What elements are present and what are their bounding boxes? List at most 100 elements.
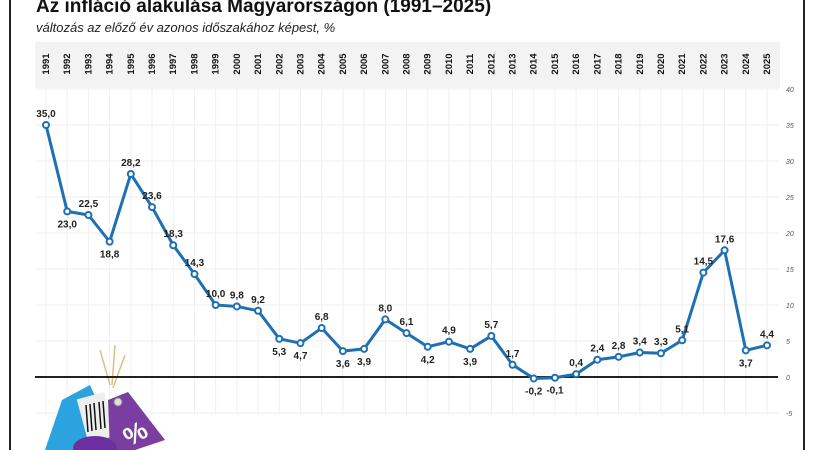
data-point [635,348,644,357]
data-point [381,315,390,324]
data-label: 17,6 [715,234,735,245]
price-tags-icon: % [45,344,165,450]
data-labels: 35,0 23,022,5 18,8 28,2 23,6 18,3 14,3 10,0 9,8 9… [36,109,774,397]
data-point [508,360,517,369]
x-tick-label: 2010 [444,53,455,74]
x-tick-label: 1991 [41,53,52,75]
data-label: 14,3 [185,258,205,269]
x-tick-label: 2014 [529,53,540,75]
data-point [63,207,72,216]
data-point [169,241,178,250]
data-point [126,169,135,178]
data-label: 3,4 [633,337,647,348]
data-point [720,246,729,255]
x-tick-label: 2008 [402,53,413,74]
data-point [678,336,687,345]
x-tick-label: 2019 [635,53,646,74]
data-label: -0,2 [525,386,543,397]
data-label: 4,2 [421,355,435,366]
x-tick-label: 2024 [741,53,752,75]
data-point [614,352,623,361]
x-tick-label: 1996 [147,53,158,74]
data-label: 2,4 [590,344,604,355]
data-label: 22,5 [79,199,99,210]
x-tick-label: 1993 [83,53,94,74]
x-tick-label: 2023 [720,53,731,74]
data-point [572,370,581,379]
x-axis-band [35,42,780,88]
data-label: 3,6 [336,359,350,370]
data-point [232,302,241,311]
y-tick-label: 5 [786,339,790,346]
data-label: 0,4 [569,358,583,369]
x-tick-label: 2022 [698,53,709,74]
data-label: 6,8 [315,312,329,323]
data-point [741,346,750,355]
x-tick-label: 1994 [105,53,116,75]
frame-left [9,0,11,450]
data-label: 4,4 [760,329,774,340]
data-point [487,331,496,340]
y-tick-label: 15 [786,267,794,274]
data-label: 1,7 [506,349,520,360]
data-label: 6,1 [400,317,414,328]
data-point [466,344,475,353]
data-label: 4,9 [442,326,456,337]
data-point [254,306,263,315]
data-point [360,344,369,353]
y-tick-label: 0 [786,375,790,382]
data-point [402,329,411,338]
data-points [42,121,771,383]
data-point [84,211,93,219]
x-tick-label: 2020 [656,53,667,74]
x-tick-label: 2000 [232,53,243,74]
chart-title: Az infláció alakulása Magyarországon (19… [36,0,492,17]
data-label: 5,7 [484,320,498,331]
data-label: 4,7 [294,351,308,362]
data-point [42,121,50,129]
data-label: 35,0 [36,109,56,120]
x-tick-label: 2004 [317,53,328,75]
data-point [275,334,284,343]
y-tick-label: 35 [786,123,794,130]
x-tick-label: 1995 [126,53,137,75]
data-label: 9,8 [230,290,244,301]
data-point [529,374,538,383]
y-tick-label: 10 [786,303,794,310]
data-point [190,270,199,279]
x-tick-label: 1992 [62,53,73,74]
data-point [763,341,771,350]
data-point [105,237,114,246]
data-label: 18,3 [164,229,184,240]
x-tick-label: 2016 [571,53,582,74]
x-tick-label: 2002 [274,53,285,74]
x-tick-label: 2015 [550,53,561,75]
data-label: 3,9 [463,357,477,368]
data-label: 8,0 [378,303,392,314]
chart-subtitle: változás az előző év azonos időszakához … [36,20,336,35]
data-label: 9,2 [251,295,265,306]
x-tick-labels: 1991 1992 1993 1994 1995 1996 1997 1998 1999 2000… [41,53,773,75]
y-tick-label: 40 [786,87,794,94]
data-point [296,339,305,348]
data-label: 18,8 [100,250,120,261]
data-label: 5,3 [272,347,286,358]
data-point [423,342,432,351]
x-tick-label: 2017 [592,53,603,74]
data-label: 23,6 [142,191,162,202]
x-tick-label: 2005 [338,53,349,75]
grid [35,42,780,415]
x-tick-label: 2001 [253,53,264,75]
data-label: 3,3 [654,337,668,348]
data-label: 28,2 [121,158,141,169]
data-point [317,324,326,333]
data-label: 10,0 [206,289,226,300]
x-tick-label: 2009 [423,53,434,74]
x-tick-label: 2012 [486,53,497,74]
x-tick-label: 1997 [168,53,179,74]
y-tick-label: -5 [786,411,792,418]
data-point [444,337,453,346]
x-tick-label: 2011 [465,53,476,74]
data-point [148,203,157,212]
y-tick-label: 25 [785,195,794,202]
